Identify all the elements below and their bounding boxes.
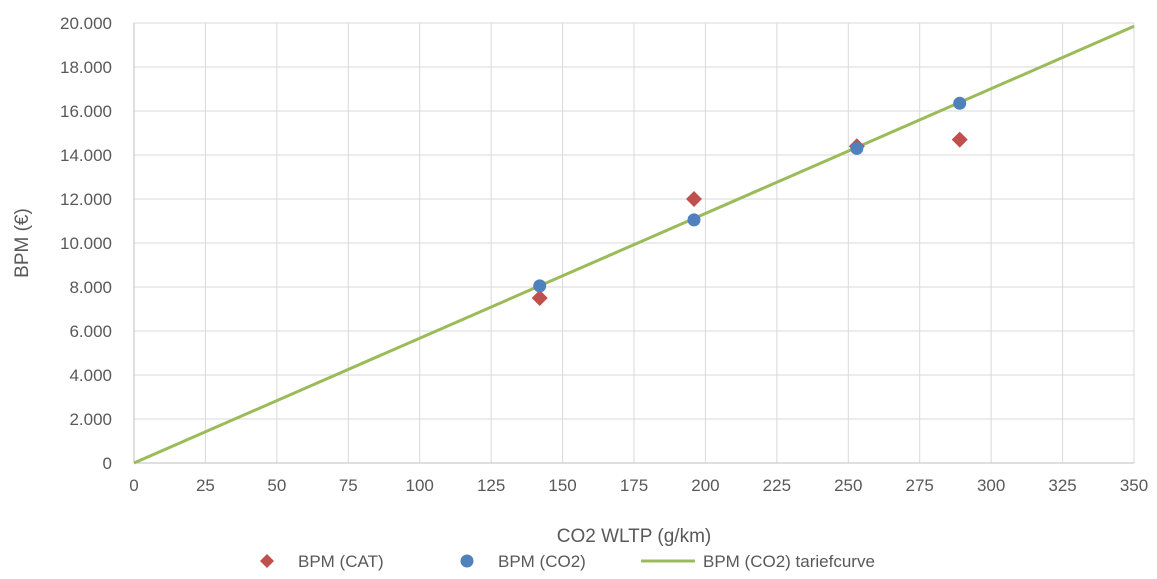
y-tick-label: 20.000: [60, 14, 112, 33]
data-point-bpm-co2: [953, 96, 967, 110]
x-tick-label: 25: [196, 476, 215, 495]
gridlines: [133, 22, 1135, 464]
data-point-bpm-co2: [687, 213, 701, 227]
x-tick-labels: 0 25 50 75 100 125 150 175 200 225 250 275 300 325 350: [129, 476, 1148, 495]
data-point-bpm-co2: [533, 279, 547, 293]
x-tick-label: 200: [691, 476, 719, 495]
x-tick-label: 125: [477, 476, 505, 495]
x-tick-label: 225: [763, 476, 791, 495]
x-axis-title: CO2 WLTP (g/km): [557, 526, 711, 547]
x-tick-label: 100: [406, 476, 434, 495]
x-tick-label: 50: [267, 476, 286, 495]
legend-marker-circle: [460, 554, 474, 568]
plot-area: [133, 24, 1135, 465]
y-tick-label: 12.000: [60, 190, 112, 209]
y-axis-title: BPM (€): [12, 208, 33, 278]
x-tick-label: 300: [977, 476, 1005, 495]
legend: BPM (CAT) BPM (CO2) BPM (CO2) tariefcurve: [260, 552, 875, 571]
y-tick-label: 8.000: [69, 278, 112, 297]
x-tick-label: 175: [620, 476, 648, 495]
series-line-tariefcurve: [133, 24, 1135, 465]
y-tick-labels: 0 2.000 4.000 6.000 8.000 10.000 12.000 14.000 1…: [60, 14, 112, 473]
y-tick-label: 18.000: [60, 58, 112, 77]
y-tick-label: 2.000: [69, 410, 112, 429]
x-tick-label: 350: [1120, 476, 1148, 495]
data-point-bpm-cat: [531, 290, 548, 306]
x-tick-label: 150: [548, 476, 576, 495]
x-tick-label: 250: [834, 476, 862, 495]
x-tick-label: 275: [906, 476, 934, 495]
y-tick-label: 14.000: [60, 146, 112, 165]
y-tick-label: 4.000: [69, 366, 112, 385]
y-tick-label: 0: [103, 454, 112, 473]
x-tick-label: 75: [339, 476, 358, 495]
legend-label: BPM (CO2): [498, 552, 586, 571]
y-tick-label: 10.000: [60, 234, 112, 253]
x-tick-label: 325: [1048, 476, 1076, 495]
data-point-bpm-cat: [686, 191, 702, 207]
y-tick-label: 16.000: [60, 102, 112, 121]
legend-marker-diamond: [260, 554, 274, 568]
legend-label: BPM (CAT): [298, 552, 384, 571]
axes: [133, 23, 1134, 464]
y-tick-label: 6.000: [69, 322, 112, 341]
data-point-bpm-co2: [850, 141, 864, 155]
data-point-bpm-cat: [951, 131, 968, 148]
legend-label: BPM (CO2) tariefcurve: [703, 552, 875, 571]
x-tick-label: 0: [129, 476, 138, 495]
